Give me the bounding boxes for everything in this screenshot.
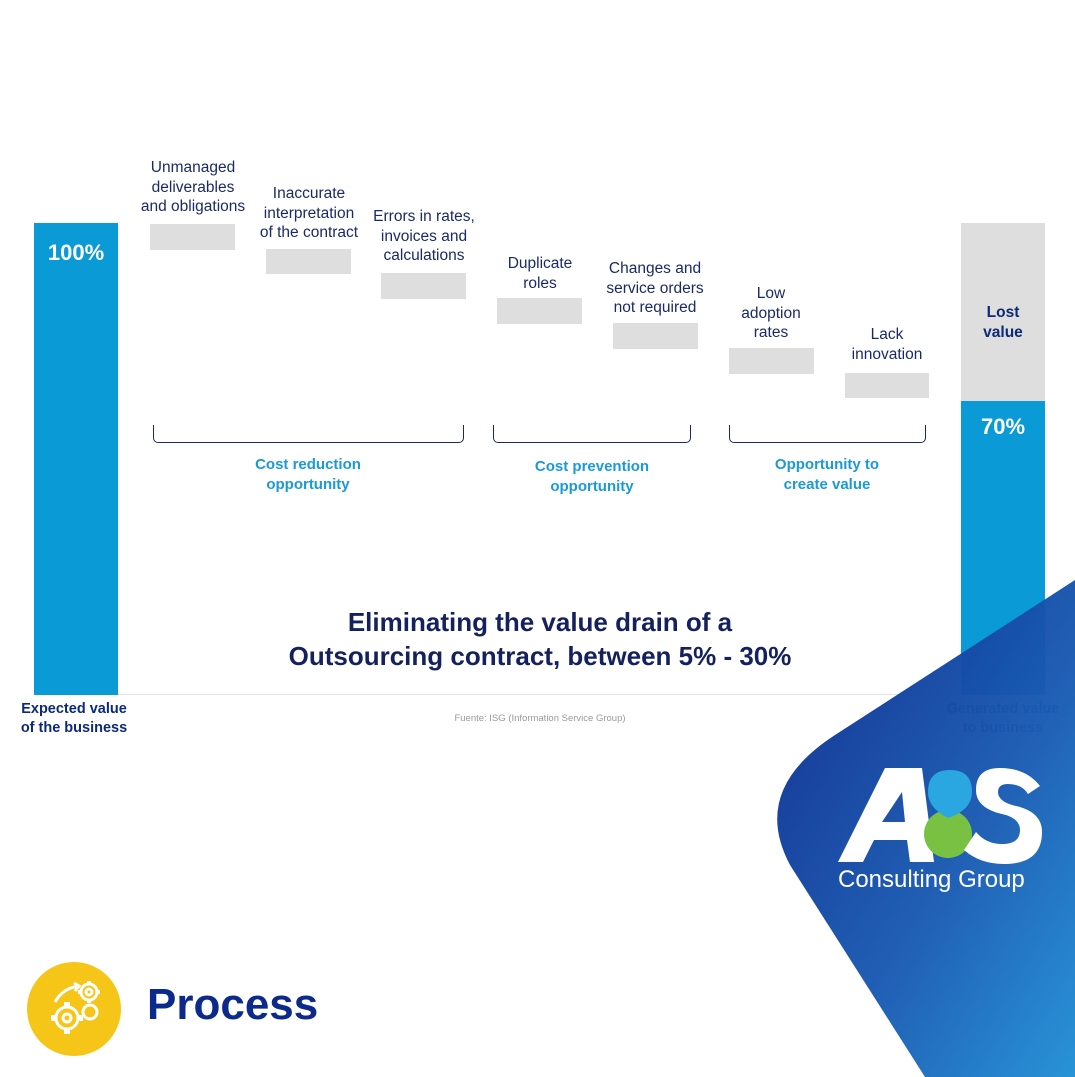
drain-block-4 (497, 298, 582, 324)
group-bracket-cost-prevention (493, 425, 691, 443)
as-logo-icon (838, 768, 1042, 864)
drain-block-3 (381, 273, 466, 299)
gears-icon (51, 981, 100, 1034)
drain-label-3: Errors in rates, invoices and calculatio… (373, 208, 475, 264)
process-title: Process (147, 980, 319, 1029)
drain-label-1: Unmanaged deliverables and obligations (140, 159, 246, 215)
chart-source: Fuente: ISG (Information Service Group) (454, 713, 626, 724)
drain-block-6 (729, 348, 814, 374)
generated-value-pct: 70% (980, 414, 1026, 439)
group-label-create-value: Opportunity to create value (774, 456, 880, 493)
start-bar-label: Expected value of the business (20, 701, 128, 736)
lost-value-label: Lost value (983, 304, 1023, 341)
group-bracket-cost-reduction (153, 425, 464, 443)
drain-label-4: Duplicate roles (507, 255, 573, 292)
start-bar (34, 223, 118, 695)
start-bar-value: 100% (47, 240, 105, 265)
drain-label-5: Changes and service orders not required (606, 260, 704, 316)
drain-label-7: Lack innovation (851, 326, 923, 363)
group-bracket-create-value (729, 425, 926, 443)
brand-name: Consulting Group (838, 866, 1025, 893)
chart-headline: Eliminating the value drain of a Outsour… (288, 607, 792, 671)
process-icon-badge (27, 962, 121, 1056)
drain-block-1 (150, 224, 235, 250)
drain-label-6: Low adoption rates (741, 285, 801, 341)
lost-value-bar (961, 223, 1045, 401)
drain-block-2 (266, 249, 351, 274)
drain-block-7 (845, 373, 929, 398)
drain-block-5 (613, 323, 698, 349)
group-label-cost-prevention: Cost prevention opportunity (534, 458, 650, 495)
group-label-cost-reduction: Cost reduction opportunity (255, 456, 361, 493)
drain-label-2: Inaccurate interpretation of the contrac… (259, 185, 359, 241)
baseline (118, 694, 961, 695)
